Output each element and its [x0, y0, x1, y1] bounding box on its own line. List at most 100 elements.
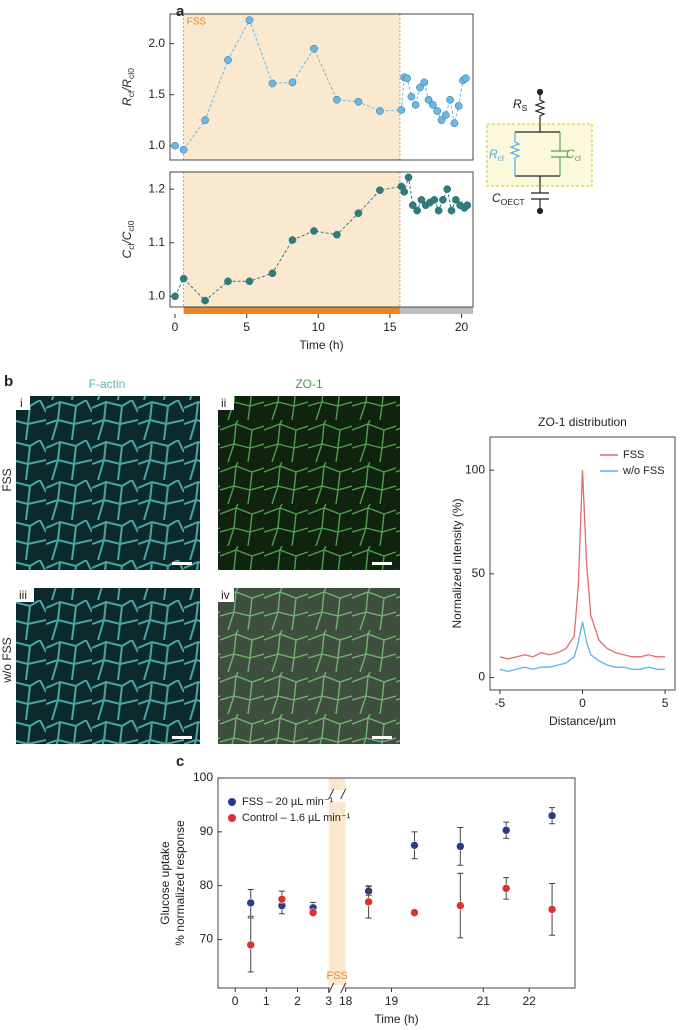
x-tick-label: 10	[312, 320, 326, 334]
data-point	[424, 95, 433, 104]
data-point	[224, 56, 232, 64]
row-label: FSS	[0, 468, 14, 491]
text-part: cl	[126, 91, 136, 97]
shade	[328, 778, 346, 790]
data-point	[288, 236, 297, 244]
scale-bars	[172, 562, 392, 739]
y-tick-label: 80	[200, 878, 214, 892]
x-tick-label: 22	[522, 994, 536, 1008]
text-part: cl	[498, 153, 504, 163]
panel-tag: i	[20, 396, 23, 410]
data-point	[451, 196, 460, 204]
y-axis-label: Glucose uptake	[158, 841, 172, 925]
micrograph	[218, 588, 400, 744]
y-tick-label: 1.0	[148, 138, 165, 152]
data-point	[463, 201, 472, 210]
series-line	[499, 621, 666, 673]
text-part: S	[522, 103, 528, 113]
x-axis-label: Distance/µm	[549, 714, 616, 728]
legend-label: Control – 1.6 µL min⁻¹	[242, 812, 351, 824]
x-tick-label: 5	[662, 696, 669, 710]
data-point	[245, 16, 254, 24]
shade	[328, 802, 346, 988]
legend-label: FSS – 20 µL min⁻¹	[242, 796, 334, 808]
x-tick-label: 2	[294, 994, 301, 1008]
data-point	[461, 74, 470, 83]
data-point	[404, 173, 413, 182]
y-axis-label: Rcl/Rcl0	[120, 68, 136, 106]
x-tick-label: 18	[339, 994, 353, 1008]
x-tick-label: 19	[385, 994, 399, 1008]
x-tick-label: 0	[579, 696, 586, 710]
data-point	[308, 908, 318, 917]
shade	[183, 14, 400, 160]
shade-label: FSS	[187, 17, 207, 28]
text-part: OECT	[501, 197, 526, 207]
data-point	[364, 897, 373, 907]
panel-tags	[16, 396, 234, 602]
time-bar	[183, 307, 400, 314]
y-tick-label: 1.5	[148, 87, 165, 101]
circuit-label: Ccl	[566, 147, 581, 163]
data-point	[171, 292, 179, 301]
axis-break	[329, 985, 345, 991]
data-point	[416, 83, 424, 92]
panel-label: b	[4, 373, 13, 390]
text-part: C	[120, 249, 134, 258]
data-point	[417, 196, 426, 204]
data-point	[434, 206, 443, 215]
y-tick-label: 1.0	[148, 288, 165, 302]
y-tick-label: 100	[193, 770, 213, 784]
legend-swatch	[228, 798, 236, 806]
data-point	[403, 74, 411, 83]
data-point	[408, 201, 417, 210]
circuit	[486, 88, 593, 215]
data-point	[443, 185, 452, 193]
data-point	[446, 95, 454, 104]
y-tick-label: 1.1	[148, 235, 165, 249]
data-point	[354, 209, 363, 218]
micrograph	[16, 396, 200, 570]
data-point	[430, 196, 439, 204]
data-point	[410, 908, 419, 917]
data-point	[456, 842, 465, 851]
series-line	[174, 177, 468, 302]
text-part: C	[492, 191, 501, 205]
x-tick-label: 1	[263, 994, 270, 1008]
y-tick-label: 2.0	[148, 36, 165, 50]
circuit-label: RS	[513, 97, 528, 113]
data-point	[420, 78, 429, 87]
data-point	[224, 277, 232, 286]
y-tick-label: 0	[478, 670, 485, 684]
legend-label: FSS	[623, 449, 644, 461]
time-bar	[399, 307, 473, 314]
data-point	[437, 116, 446, 125]
text-part: /R	[120, 79, 134, 92]
chart-title: ZO-1 distribution	[538, 415, 627, 429]
plot-frame	[169, 13, 474, 161]
panel-tag: iv	[221, 588, 230, 602]
data-point	[376, 186, 384, 195]
data-point	[454, 102, 463, 110]
x-axis-label: Time (h)	[299, 338, 343, 352]
data-point	[450, 119, 459, 128]
series-line	[174, 18, 467, 151]
text-part: R	[513, 97, 522, 111]
legend-swatch	[228, 814, 236, 822]
x-tick-label: 0	[232, 994, 239, 1008]
y-tick-label: 70	[200, 932, 214, 946]
data-point	[433, 107, 442, 115]
micrograph	[16, 588, 200, 744]
text-part: R	[489, 147, 498, 161]
data-point	[310, 227, 318, 235]
text-part: R	[120, 97, 134, 106]
data-point	[456, 901, 465, 910]
data-point	[246, 940, 256, 950]
panel-label: c	[176, 753, 184, 770]
data-point	[179, 145, 188, 154]
data-point	[310, 44, 318, 53]
data-point	[354, 97, 363, 106]
data-point	[410, 841, 419, 850]
data-point	[277, 894, 287, 904]
